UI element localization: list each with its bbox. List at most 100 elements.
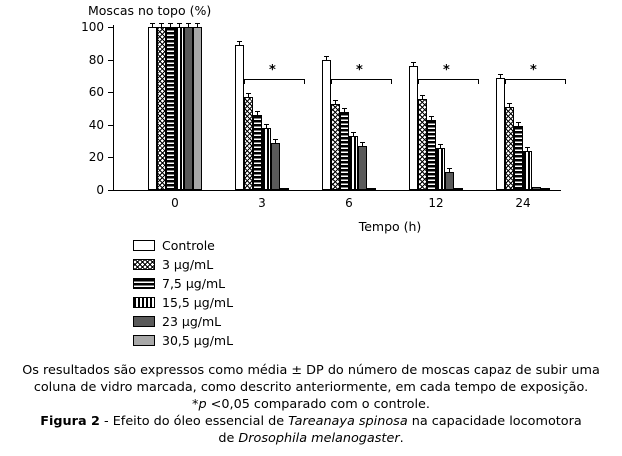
error-bar-cap [246,93,251,94]
significance-bracket [418,79,478,80]
error-bar-cap [420,95,425,96]
legend-label: 23 µg/mL [162,314,222,329]
x-axis-tick-label: 12 [428,196,444,210]
error-bar [413,63,414,66]
error-bar-cap [351,132,356,133]
bar-30-5-µg-mL-24 [541,188,550,190]
error-bar [239,42,240,45]
caption-line: coluna de vidro marcada, como descrito a… [0,379,622,396]
legend-swatch-lightgray [133,335,155,346]
error-bar [518,123,519,126]
significance-bracket-tick-right [478,79,479,84]
error-bar [509,104,510,107]
legend-swatch-darkgray [133,316,155,327]
bar-3-µg-mL-0 [157,27,166,190]
error-bar-cap [255,111,260,112]
legend-item: Controle [133,236,233,255]
error-bar-cap [429,116,434,117]
significance-asterisk: * [356,63,363,78]
bar-23-µg-mL-0 [184,27,193,190]
legend-item: 7,5 µg/mL [133,274,233,293]
legend-swatch-hlines [133,278,155,289]
error-bar [197,24,198,27]
bar-30-5-µg-mL-3 [280,188,289,190]
chart-title: Moscas no topo (%) [88,3,212,18]
bar-chart: Moscas no topo (%) Tempo (h) 0 20 40 60 80 10… [81,3,566,234]
bar-15-5-µg-mL-12 [436,148,445,190]
y-axis-tick-label: 20 [88,150,104,165]
bar-15-5-µg-mL-24 [523,151,532,190]
significance-bracket-tick-left [418,79,419,84]
error-bar [362,143,363,146]
caption-line: Figura 2 - Efeito do óleo essencial de T… [0,413,622,430]
legend-item: 15,5 µg/mL [133,293,233,312]
error-bar [344,109,345,112]
legend-swatch-white [133,240,155,251]
caption-text: p [198,397,207,412]
bar-3-µg-mL-12 [418,99,427,190]
error-bar-cap [333,100,338,101]
caption-text: - Efeito do óleo essencial de [99,414,289,429]
error-bar-cap [273,139,278,140]
y-axis-tick-label: 100 [81,20,104,34]
caption-line: *p <0,05 comparado com o controle. [0,396,622,413]
caption-line: de Drosophila melanogaster. [0,430,622,447]
caption-text: Tareanaya spinosa [288,414,408,429]
bar-7-5-µg-mL-3 [253,115,262,190]
error-bar-cap [438,144,443,145]
bar-Controle-12 [409,66,418,190]
bar-7-5-µg-mL-12 [427,120,436,190]
error-bar [353,133,354,136]
x-axis [113,190,561,191]
significance-asterisk: * [443,63,450,78]
caption-text: na capacidade locomotora [407,414,582,429]
error-bar-cap [186,23,191,24]
legend-label: 3 µg/mL [162,257,214,272]
y-axis [113,25,114,191]
error-bar-cap [195,23,200,24]
y-axis-tick [108,157,113,159]
significance-bracket [244,79,304,80]
y-axis-tick-label: 40 [88,117,104,132]
error-bar [179,24,180,27]
chart-legend: Controle 3 µg/mL 7,5 µg/mL 15,5 µg/mL 23 µg/… [133,236,233,350]
error-bar-cap [237,41,242,42]
bar-15-5-µg-mL-0 [175,27,184,190]
bar-7-5-µg-mL-0 [166,27,175,190]
error-bar [188,24,189,27]
error-bar-cap [447,168,452,169]
error-bar-cap [498,74,503,75]
error-bar-cap [324,56,329,57]
x-axis-label: Tempo (h) [358,219,422,234]
error-bar-cap [168,23,173,24]
significance-bracket-tick-left [331,79,332,84]
significance-bracket-tick-left [244,79,245,84]
y-axis-tick [108,59,113,61]
error-bar-cap [411,62,416,63]
bar-30-5-µg-mL-12 [454,188,463,190]
error-bar [431,117,432,120]
y-axis-tick-label: 60 [88,85,104,100]
caption-line: Os resultados são expressos como média ±… [0,362,622,379]
legend-item: 3 µg/mL [133,255,233,274]
error-bar [335,101,336,104]
y-axis-tick [108,27,113,28]
caption-text: Os resultados são expressos como média ±… [22,363,600,378]
significance-asterisk: * [530,63,537,78]
error-bar [152,24,153,27]
bar-3-µg-mL-24 [505,107,514,190]
bar-7-5-µg-mL-6 [340,112,349,190]
caption-text: coluna de vidro marcada, como descrito a… [33,380,589,395]
error-bar [500,75,501,78]
y-axis-tick-label: 80 [88,52,104,67]
y-axis-tick [108,190,113,191]
caption-text: . [399,431,404,446]
error-bar-cap [177,23,182,24]
significance-bracket-tick-right [565,79,566,84]
significance-bracket [505,79,565,80]
error-bar [161,24,162,27]
bar-30-5-µg-mL-6 [367,188,376,190]
bar-3-µg-mL-6 [331,104,340,190]
error-bar-cap [516,122,521,123]
